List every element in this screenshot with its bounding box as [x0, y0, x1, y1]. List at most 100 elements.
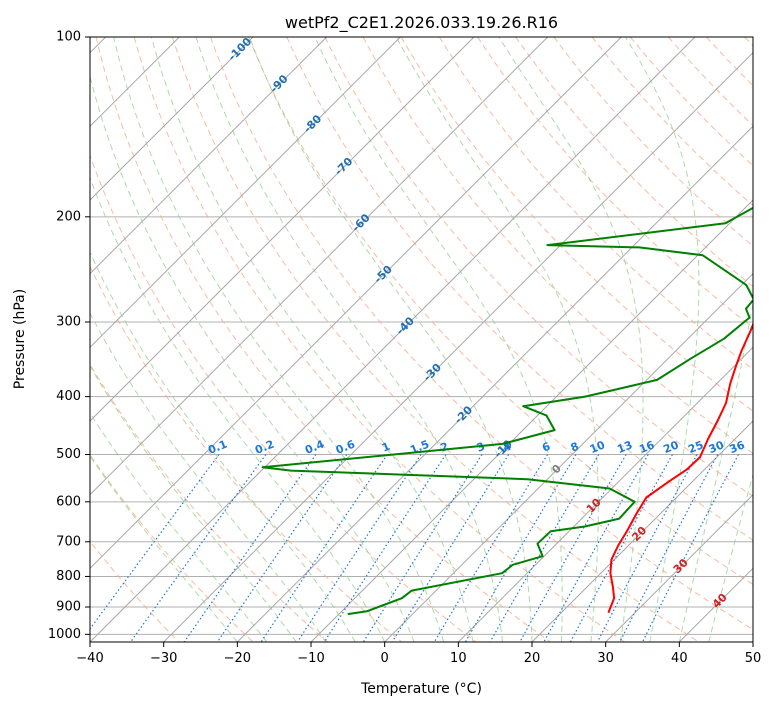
mixing-ratio-line	[391, 454, 510, 642]
y-tick-label: 400	[56, 389, 81, 404]
y-tick-label: 500	[56, 447, 81, 462]
y-axis-label: Pressure (hPa)	[12, 289, 28, 389]
moist-adiabat	[90, 412, 268, 642]
moist-adiabat	[625, 37, 700, 642]
moist-adiabat	[90, 365, 297, 642]
mixing-ratio-line	[519, 454, 627, 642]
mixing-ratio-line	[596, 454, 698, 642]
y-tick-label: 900	[56, 599, 81, 614]
mixing-ratio-label: 25	[686, 438, 705, 456]
dry-adiabat	[90, 265, 403, 642]
mixing-ratio-label: 0.4	[303, 437, 326, 456]
mixing-ratio-label: 36	[728, 438, 747, 456]
moist-adiabat	[150, 37, 474, 642]
dry-adiabat	[744, 37, 753, 47]
x-tick-label: 10	[450, 651, 467, 666]
isotherm-line	[90, 37, 696, 642]
isotherm-line	[90, 37, 328, 275]
dry-adiabat	[90, 363, 328, 642]
isotherm-line	[90, 37, 549, 496]
dry-adiabat	[171, 37, 700, 642]
isotherm-line	[90, 37, 622, 570]
mixing-ratio-line	[642, 454, 739, 642]
moist-adiabat	[395, 37, 599, 642]
dry-adiabat	[95, 37, 551, 642]
moist-adiabat	[90, 455, 238, 642]
background-labels: 0.1 0.2 0.4 0.6 1 1.5 2 3 4 6 8 10 13 16 20 25 30 36-100-…	[206, 37, 747, 611]
moist-adiabat-label: 30	[671, 556, 691, 576]
moist-adiabat	[498, 37, 644, 642]
mixing-ratio-label: 16	[637, 438, 656, 456]
moist-adiabat	[249, 37, 533, 642]
dry-adiabat	[400, 37, 753, 412]
dry-adiabat	[515, 37, 753, 288]
mixing-ratio-line	[90, 454, 220, 630]
moist-adiabat	[708, 472, 753, 642]
mixing-ratio-line	[569, 454, 673, 642]
isotherm-line	[531, 420, 753, 642]
isotherm-line	[90, 37, 401, 349]
dry-adiabat	[248, 37, 753, 586]
mixing-ratio-label: 3	[475, 440, 487, 455]
dry-adiabat	[90, 453, 254, 642]
moist-adiabat-label: 10	[584, 495, 604, 515]
mixing-ratio-label: 6	[540, 440, 552, 455]
x-axis-label: Temperature (°C)	[360, 681, 482, 697]
mixing-ratio-label: 10	[588, 438, 607, 456]
isotherm-label: 0	[549, 462, 564, 477]
isotherm-line	[90, 37, 475, 422]
mixing-ratio-label: 13	[615, 438, 634, 456]
dry-adiabat	[706, 37, 753, 87]
mixing-ratio-line	[489, 454, 600, 642]
mixing-ratio-label: 20	[662, 438, 681, 456]
isotherm-line	[163, 51, 753, 642]
isotherm-line	[678, 567, 753, 642]
mixing-ratio-label: 2	[439, 440, 451, 455]
isotherm-line	[605, 493, 753, 642]
dry-adiabat	[133, 37, 625, 642]
moist-adiabat	[90, 74, 415, 642]
x-tick-label: −30	[150, 651, 177, 666]
mixing-ratio-label: 30	[707, 438, 726, 456]
y-axis: 100 200 300 400 500 600 700 800 900 1000	[48, 30, 90, 642]
isotherm-line	[752, 641, 753, 642]
y-tick-label: 700	[56, 534, 81, 549]
isotherm-label: -20	[452, 403, 475, 426]
profile-lines	[261, 206, 753, 616]
x-axis: −40 −30 −20 −10 0 10 20 30 40 50	[76, 642, 761, 666]
mixing-ratio-line	[362, 454, 483, 642]
mixing-ratio-line	[130, 454, 267, 642]
moist-adiabat	[195, 37, 503, 642]
y-tick-label: 1000	[48, 627, 81, 642]
dry-adiabat	[210, 37, 753, 631]
x-tick-label: −10	[297, 651, 324, 666]
dewpoint-line	[261, 206, 753, 616]
isotherm-line	[236, 125, 753, 642]
y-tick-label: 600	[56, 494, 81, 509]
mixing-ratio-label: 0.6	[334, 437, 357, 456]
mixing-ratio-label: 8	[569, 440, 581, 455]
x-tick-label: 40	[671, 651, 688, 666]
dry-adiabat	[362, 37, 753, 455]
x-tick-label: 30	[597, 651, 614, 666]
chart-title: wetPf2_C2E1.2026.033.19.26.R16	[285, 13, 558, 33]
isotherm-line	[310, 199, 753, 642]
dry-adiabat	[90, 540, 180, 642]
background-lines	[90, 37, 753, 642]
plot-frame	[89, 36, 754, 643]
moist-adiabat	[678, 300, 753, 642]
dry-adiabat	[90, 154, 477, 642]
mixing-ratio-line	[619, 454, 719, 642]
mixing-ratio-line	[296, 454, 422, 642]
x-tick-label: −20	[224, 651, 251, 666]
x-tick-label: 0	[381, 651, 389, 666]
mixing-ratio-line	[260, 454, 388, 642]
moist-adiabat	[90, 251, 356, 642]
y-tick-label: 800	[56, 569, 81, 584]
y-tick-label: 100	[56, 30, 81, 45]
x-tick-label: 20	[524, 651, 541, 666]
isotherm-line	[90, 37, 254, 201]
temperature-line	[607, 321, 753, 614]
isotherm-label: -60	[349, 211, 372, 234]
